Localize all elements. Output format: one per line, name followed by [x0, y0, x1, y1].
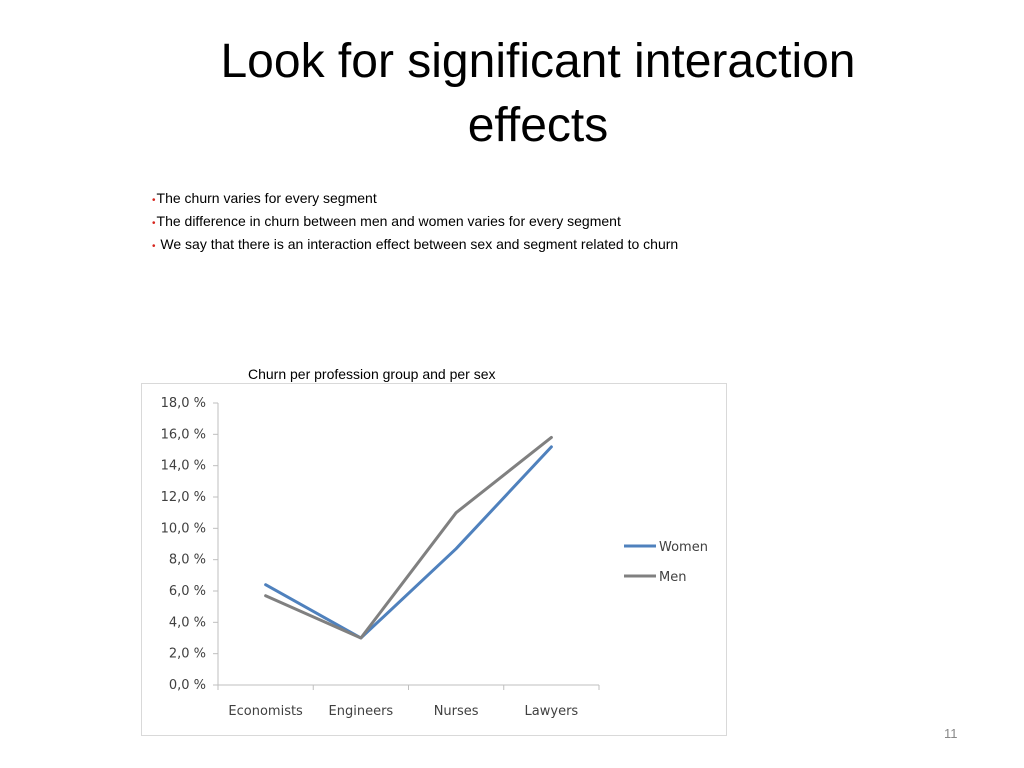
chart-frame: 0,0 % 2,0 % 4,0 % 6,0 % 8,0 % 10,0 % 12,0 % 14,…: [141, 383, 727, 736]
y-tick-label: 16,0 %: [161, 427, 206, 442]
line-chart: 0,0 % 2,0 % 4,0 % 6,0 % 8,0 % 10,0 % 12,0 % 14,…: [161, 396, 708, 719]
y-tick-label: 10,0 %: [161, 521, 206, 536]
x-tick-label: Lawyers: [525, 704, 579, 719]
data-point-men: [455, 512, 457, 514]
bullet-item: •The difference in churn between men and…: [152, 211, 678, 234]
slide-title: Look for significant interaction effects: [220, 35, 856, 152]
series-line-men: [264, 435, 553, 640]
bullet-item: •The churn varies for every segment: [152, 188, 678, 211]
x-tick-label: Engineers: [329, 704, 394, 719]
legend-label-women: Women: [659, 540, 708, 555]
x-tick-label: Nurses: [434, 704, 479, 719]
data-point-men: [550, 436, 552, 438]
y-tick-label: 0,0 %: [169, 678, 206, 693]
y-tick-label: 18,0 %: [161, 396, 206, 411]
y-tick-label: 8,0 %: [169, 553, 206, 568]
y-tick-label: 14,0 %: [161, 459, 206, 474]
bullet-icon: •: [152, 218, 156, 229]
y-tick-label: 2,0 %: [169, 647, 206, 662]
legend-label-men: Men: [659, 570, 686, 585]
y-tick-label: 4,0 %: [169, 615, 206, 630]
data-point-women: [455, 548, 457, 550]
y-tick-label: 12,0 %: [161, 490, 206, 505]
data-point-women: [265, 584, 267, 586]
bullet-text: We say that there is an interaction effe…: [156, 236, 679, 252]
data-point-women: [550, 446, 552, 448]
bullet-text: The difference in churn between men and …: [156, 213, 621, 229]
series-line-women: [264, 445, 553, 640]
bullet-item: • We say that there is an interaction ef…: [152, 234, 678, 257]
bullet-text: The churn varies for every segment: [156, 190, 377, 206]
bullet-list: •The churn varies for every segment •The…: [152, 188, 678, 257]
chart-title: Churn per profession group and per sex: [248, 366, 496, 382]
x-tick-label: Economists: [228, 704, 303, 719]
page-number: 11: [944, 726, 958, 741]
bullet-icon: •: [152, 241, 156, 252]
bullet-icon: •: [152, 195, 156, 206]
data-point-men: [360, 637, 362, 639]
data-point-men: [265, 595, 267, 597]
y-tick-label: 6,0 %: [169, 584, 206, 599]
